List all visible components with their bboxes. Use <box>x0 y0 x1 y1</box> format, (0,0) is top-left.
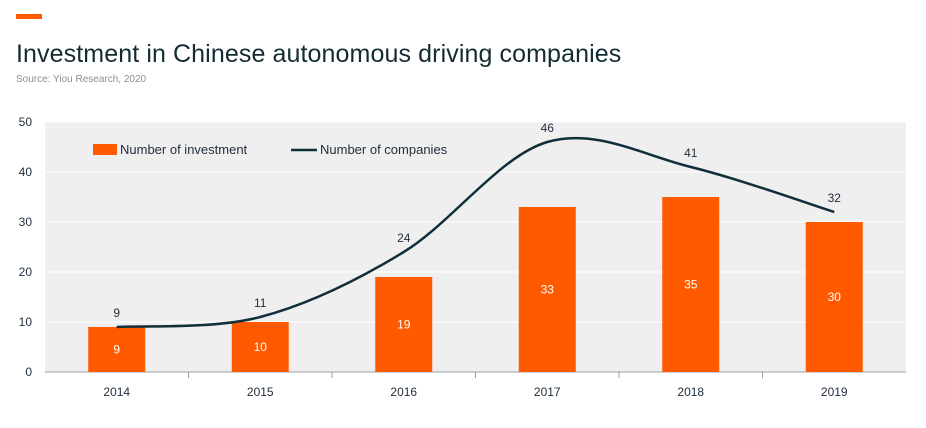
line-data-label: 41 <box>684 146 698 160</box>
bar-investment <box>805 222 863 372</box>
x-tick-label: 2015 <box>247 385 274 399</box>
line-data-label: 11 <box>254 296 267 310</box>
legend-label-investment: Number of investment <box>120 142 248 157</box>
line-companies <box>116 136 835 329</box>
x-tick-label: 2014 <box>103 385 130 399</box>
bar-investment <box>662 197 720 372</box>
y-tick-label: 10 <box>19 315 33 329</box>
y-tick-label: 50 <box>19 115 33 129</box>
bar-data-label: 35 <box>684 278 698 292</box>
bar-investment <box>88 327 146 372</box>
legend-label-companies: Number of companies <box>320 142 448 157</box>
y-tick-label: 20 <box>19 265 33 279</box>
x-tick-label: 2017 <box>534 385 561 399</box>
bar-investment <box>231 322 289 372</box>
line-data-label: 24 <box>397 231 411 245</box>
bar-investment <box>518 207 576 372</box>
bar-data-label: 30 <box>828 290 842 304</box>
page-title: Investment in Chinese autonomous driving… <box>16 40 622 68</box>
plot-area <box>45 122 906 372</box>
line-data-label: 46 <box>541 121 555 135</box>
bar-data-label: 33 <box>541 283 555 297</box>
bar-data-label: 19 <box>397 318 411 332</box>
combo-chart: 0 10 20 30 40 50 2014 2015 2016 2017 2018 2019 9 10 19… <box>19 115 906 399</box>
x-tick-label: 2016 <box>390 385 417 399</box>
x-tick-label: 2018 <box>677 385 704 399</box>
bar-data-label: 10 <box>254 340 268 354</box>
y-tick-label: 0 <box>25 365 32 379</box>
x-tick-label: 2019 <box>821 385 848 399</box>
y-tick-label: 40 <box>19 165 33 179</box>
source-note: Source: Yiou Research, 2020 <box>16 74 147 85</box>
line-data-label: 32 <box>828 191 842 205</box>
legend-swatch-investment <box>93 144 117 155</box>
bar-investment <box>375 277 433 372</box>
bar-data-label: 9 <box>113 343 120 357</box>
line-data-label: 9 <box>113 306 120 320</box>
header-accent-bar <box>16 14 42 19</box>
y-tick-label: 30 <box>19 215 33 229</box>
